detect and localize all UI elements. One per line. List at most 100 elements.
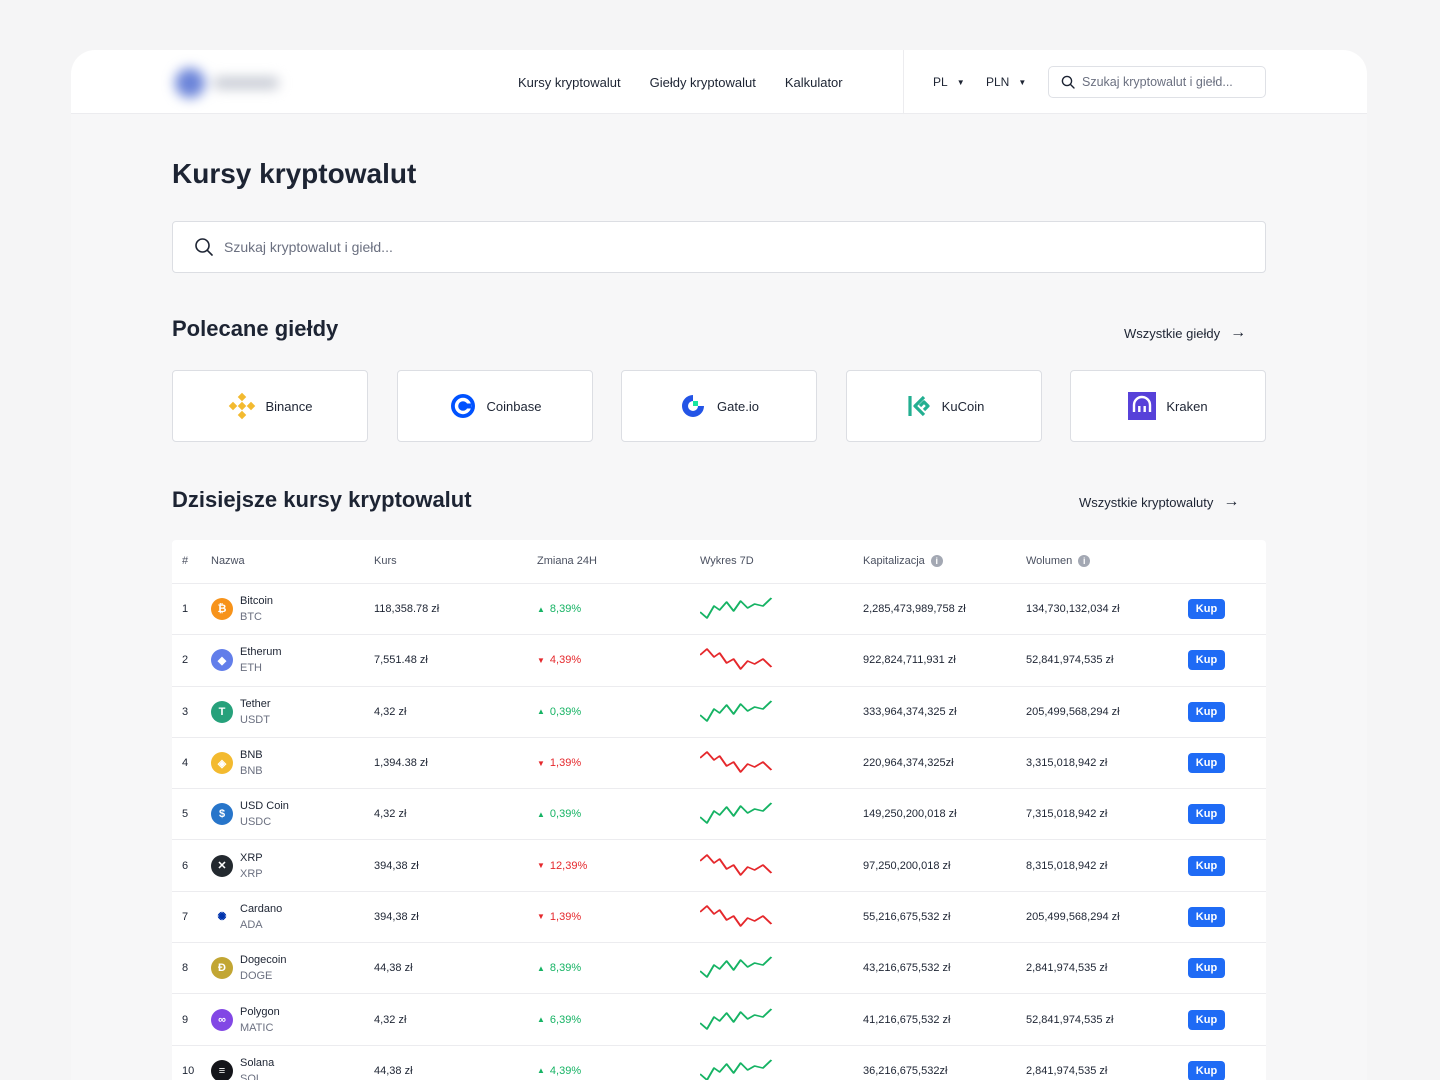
ethereum-icon: ◆: [211, 649, 233, 672]
coin-label: Dogecoin DOGE: [240, 952, 286, 984]
coin-cell[interactable]: $ USD Coin USDC: [211, 789, 289, 839]
sparkline-chart: [700, 956, 773, 978]
bnb-icon: ◈: [211, 752, 233, 775]
cap-cell: 220,964,374,325zł: [863, 757, 954, 770]
triangle-down-icon: ▼: [537, 655, 545, 665]
buy-button[interactable]: Kup: [1188, 1009, 1225, 1030]
coin-label: Etherum ETH: [240, 644, 282, 676]
sparkline-chart: [700, 700, 773, 722]
coin-symbol: USDT: [240, 713, 270, 726]
buy-button[interactable]: Kup: [1188, 701, 1225, 722]
volume-cell: 2,841,974,535 zł: [1026, 962, 1108, 975]
col-volume[interactable]: Wolumen i: [1026, 555, 1091, 567]
col-price[interactable]: Kurs: [374, 555, 397, 567]
main-search-input[interactable]: [224, 239, 1124, 255]
all-cryptos-link[interactable]: Wszystkie kryptowaluty →: [1079, 493, 1239, 511]
exchange-card-gateio[interactable]: Gate.io: [621, 370, 817, 442]
coin-cell[interactable]: Ð Dogecoin DOGE: [211, 943, 286, 993]
gateio-icon: [679, 392, 707, 420]
coin-symbol: SOL: [240, 1072, 263, 1080]
coin-cell[interactable]: ✕ XRP XRP: [211, 840, 263, 890]
table-row[interactable]: 6 ✕ XRP XRP 394,38 zł ▼ 12,39% 97,250,200,018 z…: [172, 840, 1266, 892]
volume-cell: 205,499,568,294 zł: [1026, 910, 1120, 923]
col-name[interactable]: Nazwa: [211, 555, 245, 567]
coin-name: Tether: [240, 697, 271, 710]
language-select[interactable]: PL ▼: [933, 75, 965, 89]
buy-button[interactable]: Kup: [1188, 855, 1225, 876]
sparkline-cell: [700, 635, 776, 685]
sparkline-cell: [700, 943, 776, 993]
coin-cell[interactable]: T Tether USDT: [211, 687, 271, 737]
coin-name: Solana: [240, 1056, 275, 1069]
change-value: 0,39%: [549, 808, 582, 821]
rank-cell: 10: [182, 1064, 195, 1077]
triangle-up-icon: ▲: [537, 809, 545, 819]
rank-cell: 8: [182, 962, 189, 975]
table-header: # Nazwa Kurs Zmiana 24H Wykres 7D Kapita…: [172, 540, 1266, 584]
buy-button[interactable]: Kup: [1188, 650, 1225, 671]
logo[interactable]: [171, 62, 283, 102]
table-row[interactable]: 10 ≡ Solana SOL 44,38 zł ▲ 4,39% 36,216,675,532…: [172, 1046, 1266, 1080]
coin-cell[interactable]: ∞ Polygon MATIC: [211, 994, 280, 1044]
sparkline-cell: [700, 1046, 776, 1080]
cap-cell: 97,250,200,018 zł: [863, 859, 951, 872]
buy-button[interactable]: Kup: [1188, 1060, 1225, 1080]
exchange-name: Kraken: [1166, 398, 1208, 414]
exchange-card-coinbase[interactable]: Coinbase: [397, 370, 593, 442]
buy-button[interactable]: Kup: [1188, 804, 1225, 825]
coin-cell[interactable]: ✺ Cardano ADA: [211, 892, 282, 942]
col-cap[interactable]: Kapitalizacja i: [863, 555, 943, 567]
header-search-input[interactable]: [1082, 75, 1252, 89]
table-row[interactable]: 1 ₿ Bitcoin BTC 118,358.78 zł ▲ 8,39% 2,285,473…: [172, 584, 1266, 636]
change-cell: ▲ 4,39%: [537, 1046, 581, 1080]
buy-button[interactable]: Kup: [1188, 906, 1225, 927]
coin-cell[interactable]: ◆ Etherum ETH: [211, 635, 282, 685]
coin-name: USD Coin: [240, 800, 289, 813]
coin-cell[interactable]: ◈ BNB BNB: [211, 738, 263, 788]
change-cell: ▼ 12,39%: [537, 840, 587, 890]
col-change[interactable]: Zmiana 24H: [537, 555, 597, 567]
nav-link-calculator[interactable]: Kalkulator: [784, 74, 843, 90]
rates-section-title: Dzisiejsze kursy kryptowalut: [172, 487, 472, 512]
table-row[interactable]: 3 T Tether USDT 4,32 zł ▲ 0,39% 333,964,374,325…: [172, 687, 1266, 738]
coin-name: Polygon: [240, 1005, 280, 1018]
sparkline-chart: [700, 1059, 773, 1080]
cap-cell: 43,216,675,532 zł: [863, 962, 951, 975]
sparkline-cell: [700, 687, 776, 737]
table-row[interactable]: 9 ∞ Polygon MATIC 4,32 zł ▲ 6,39% 41,216,675,53…: [172, 994, 1266, 1046]
currency-select[interactable]: PLN ▼: [986, 75, 1026, 89]
coin-cell[interactable]: ₿ Bitcoin BTC: [211, 584, 273, 634]
exchange-card-kraken[interactable]: Kraken: [1070, 370, 1266, 442]
coin-symbol: BNB: [240, 765, 263, 778]
sparkline-cell: [700, 789, 776, 839]
all-exchanges-link[interactable]: Wszystkie giełdy →: [1124, 324, 1246, 342]
info-icon[interactable]: i: [1078, 555, 1091, 567]
exchange-card-kucoin[interactable]: KuCoin: [846, 370, 1042, 442]
dogecoin-icon: Ð: [211, 957, 233, 980]
coin-cell[interactable]: ≡ Solana SOL: [211, 1046, 274, 1080]
coin-symbol: BTC: [240, 611, 262, 624]
buy-button[interactable]: Kup: [1188, 753, 1225, 774]
buy-button[interactable]: Kup: [1188, 599, 1225, 620]
nav-link-rates[interactable]: Kursy kryptowalut: [518, 74, 621, 90]
info-icon[interactable]: i: [930, 555, 943, 567]
table-row[interactable]: 4 ◈ BNB BNB 1,394.38 zł ▼ 1,39% 220,964,374,325…: [172, 738, 1266, 790]
xrp-icon: ✕: [211, 854, 233, 877]
rates-table: # Nazwa Kurs Zmiana 24H Wykres 7D Kapita…: [172, 540, 1266, 1080]
exchange-card-binance[interactable]: Binance: [172, 370, 368, 442]
polygon-icon: ∞: [211, 1008, 233, 1031]
table-row[interactable]: 8 Ð Dogecoin DOGE 44,38 zł ▲ 8,39% 43,216,675,5…: [172, 943, 1266, 995]
nav-link-exchanges[interactable]: Giełdy kryptowalut: [649, 74, 756, 90]
table-row[interactable]: 5 $ USD Coin USDC 4,32 zł ▲ 0,39% 149,250,200,0…: [172, 789, 1266, 841]
buy-button[interactable]: Kup: [1188, 958, 1225, 979]
solana-icon: ≡: [211, 1059, 233, 1080]
cap-cell: 55,216,675,532 zł: [863, 910, 951, 923]
coinbase-icon: [449, 392, 477, 420]
sparkline-chart: [700, 905, 773, 927]
rank-cell: 4: [182, 757, 189, 770]
coin-label: Bitcoin BTC: [240, 593, 273, 625]
table-row[interactable]: 7 ✺ Cardano ADA 394,38 zł ▼ 1,39% 55,216,675,53…: [172, 892, 1266, 944]
table-row[interactable]: 2 ◆ Etherum ETH 7,551.48 zł ▼ 4,39% 922,824,711…: [172, 635, 1266, 687]
cap-cell: 333,964,374,325 zł: [863, 705, 957, 718]
col-rank: #: [182, 555, 189, 567]
